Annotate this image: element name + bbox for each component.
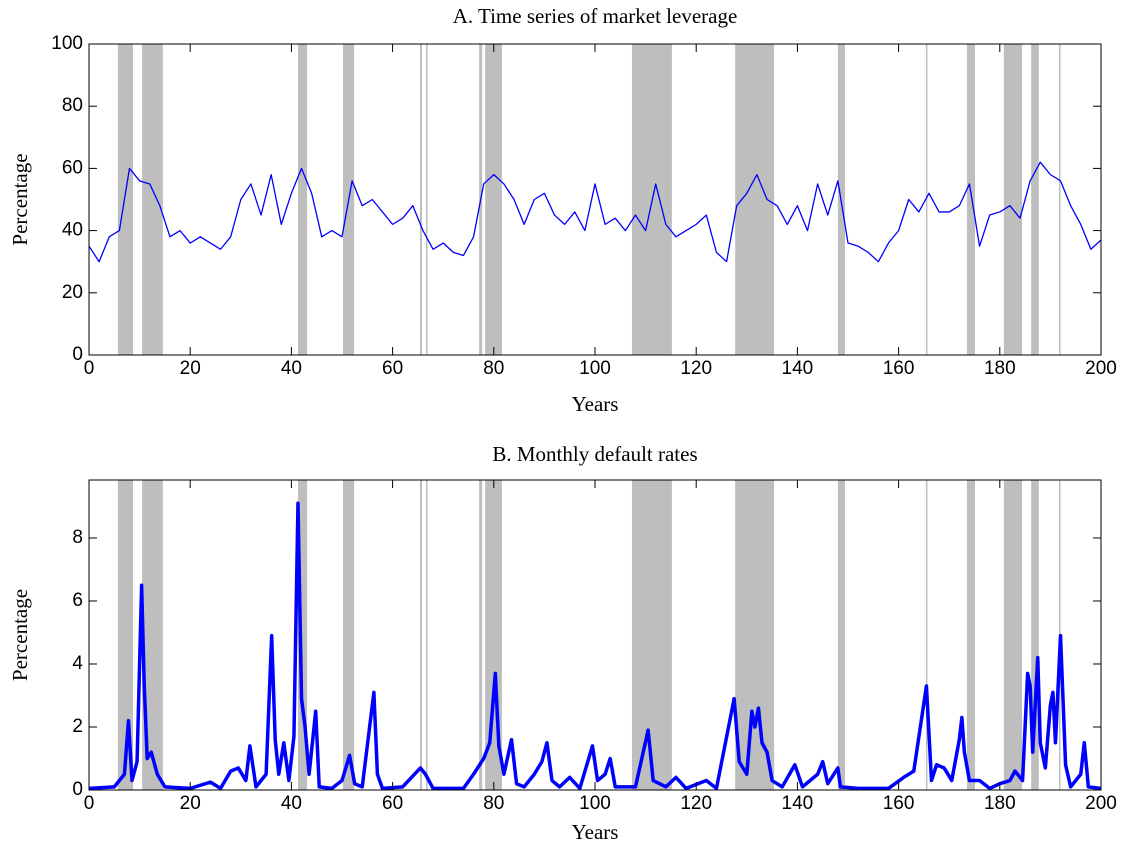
shaded-region: [1003, 480, 1023, 790]
y-tick-label: 8: [72, 527, 83, 548]
x-tick-label: 100: [579, 358, 611, 379]
shaded-region: [735, 480, 775, 790]
y-tick-label: 60: [62, 157, 83, 178]
shaded-region: [419, 44, 422, 355]
x-tick-label: 200: [1085, 358, 1117, 379]
y-axis-label: Percentage: [8, 589, 32, 681]
shaded-region: [425, 44, 428, 355]
x-tick-label: 160: [883, 793, 915, 814]
x-tick-label: 60: [382, 358, 403, 379]
y-axis-label: Percentage: [8, 153, 32, 245]
shaded-region: [925, 480, 928, 790]
y-tick-label: 20: [62, 282, 83, 303]
x-tick-label: 40: [281, 358, 302, 379]
y-tick-label: 6: [72, 590, 83, 611]
x-tick-label: 0: [84, 793, 95, 814]
shaded-region: [966, 44, 976, 355]
chart-title: A. Time series of market leverage: [453, 4, 738, 28]
y-tick-label: 4: [72, 653, 83, 674]
axes-frame: [88, 479, 1102, 791]
y-tick-label: 0: [72, 779, 83, 800]
y-tick-label: 2: [72, 716, 83, 737]
shaded-region: [966, 480, 976, 790]
x-tick-label: 180: [984, 793, 1016, 814]
x-axis-label: Years: [572, 820, 619, 844]
x-tick-label: 140: [782, 358, 814, 379]
shaded-region: [419, 480, 422, 790]
shaded-region: [117, 44, 134, 355]
shaded-region: [297, 44, 308, 355]
y-tick-label: 80: [62, 95, 83, 116]
x-tick-label: 60: [382, 793, 403, 814]
shaded-region: [837, 480, 845, 790]
shaded-region: [631, 480, 672, 790]
shaded-region: [485, 44, 502, 355]
x-tick-label: 40: [281, 793, 302, 814]
data-line: [89, 161, 1101, 263]
y-tick-label: 0: [72, 344, 83, 365]
shaded-region: [925, 44, 928, 355]
data-line: [89, 501, 1101, 790]
x-tick-label: 20: [180, 358, 201, 379]
x-tick-label: 0: [84, 358, 95, 379]
x-tick-label: 80: [483, 793, 504, 814]
x-tick-label: 180: [984, 358, 1016, 379]
x-tick-label: 120: [680, 793, 712, 814]
x-tick-label: 80: [483, 358, 504, 379]
shaded-region: [142, 44, 163, 355]
shaded-region: [117, 480, 134, 790]
shaded-region: [425, 480, 428, 790]
x-tick-label: 160: [883, 358, 915, 379]
chart-title: B. Monthly default rates: [492, 442, 697, 466]
shaded-region: [343, 480, 355, 790]
shaded-region: [1031, 44, 1039, 355]
x-tick-label: 20: [180, 793, 201, 814]
shaded-region: [297, 480, 308, 790]
x-tick-label: 120: [680, 358, 712, 379]
plot-area: [89, 44, 1101, 355]
x-tick-label: 100: [579, 793, 611, 814]
shaded-region: [142, 480, 163, 790]
x-axis-label: Years: [572, 392, 619, 416]
y-tick-label: 40: [62, 220, 83, 241]
shaded-region: [1003, 44, 1023, 355]
shaded-region: [1059, 44, 1061, 355]
shaded-region: [1031, 480, 1039, 790]
shaded-region: [479, 480, 483, 790]
y-tick-label: 100: [51, 33, 83, 54]
x-tick-label: 200: [1085, 793, 1117, 814]
x-tick-label: 140: [782, 793, 814, 814]
plot-area: [89, 480, 1101, 790]
